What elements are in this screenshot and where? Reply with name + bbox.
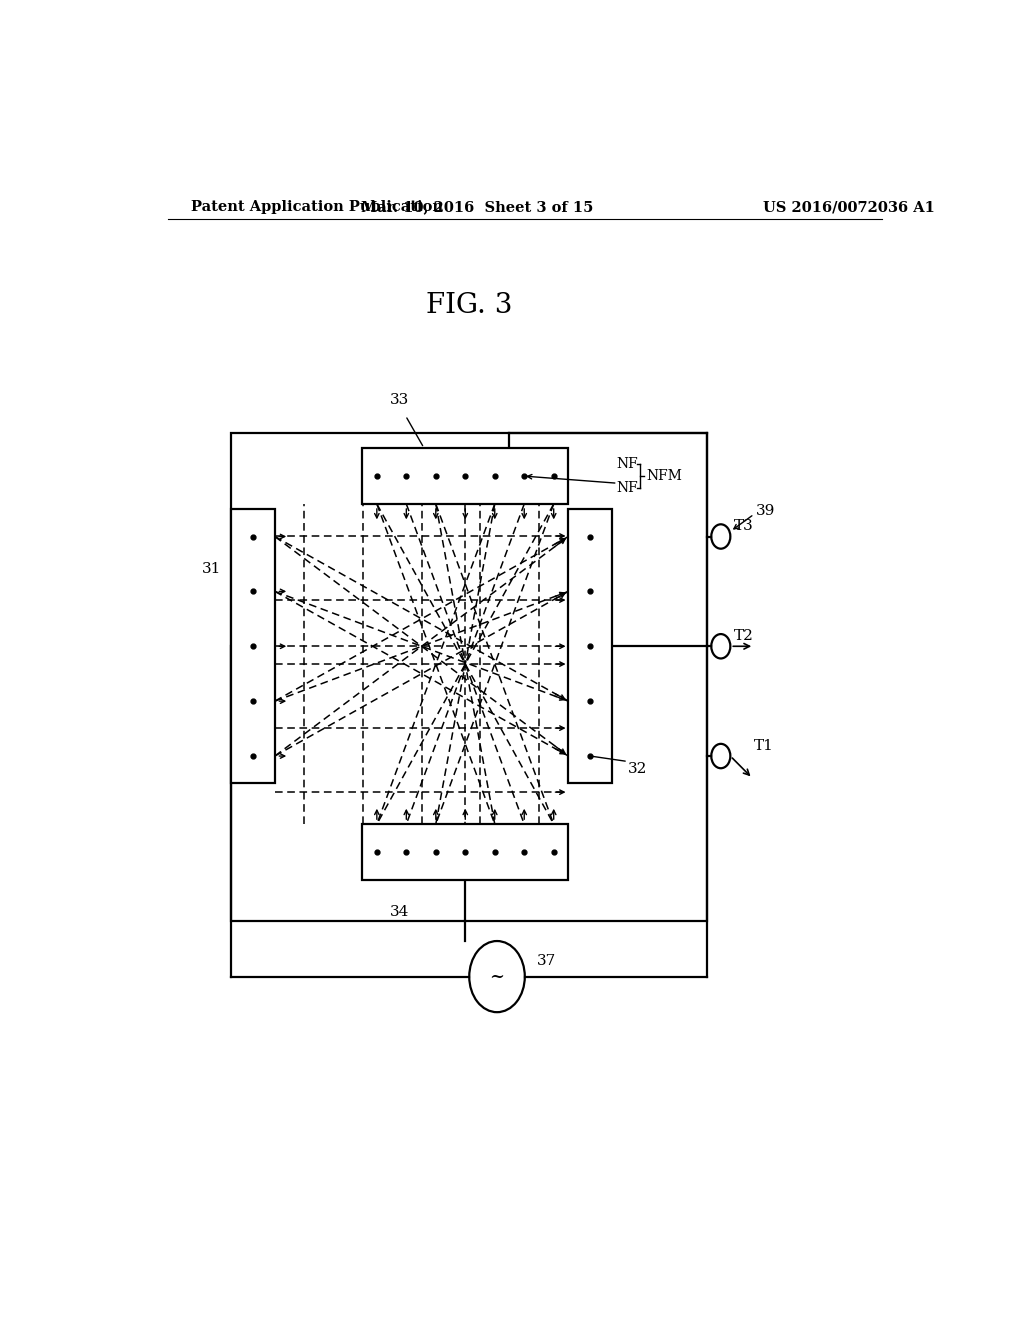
Text: 31: 31: [203, 562, 221, 577]
Text: 39: 39: [756, 504, 775, 519]
Bar: [231, 433, 708, 921]
Text: NF: NF: [616, 457, 638, 471]
Bar: [231, 510, 274, 784]
Text: 32: 32: [628, 762, 647, 776]
Text: Patent Application Publication: Patent Application Publication: [191, 201, 443, 214]
Text: US 2016/0072036 A1: US 2016/0072036 A1: [763, 201, 935, 214]
Text: T1: T1: [754, 739, 774, 752]
Text: NF: NF: [616, 482, 638, 495]
Text: ~: ~: [489, 968, 505, 986]
Text: NFM: NFM: [646, 469, 682, 483]
Text: 37: 37: [537, 954, 556, 969]
Text: 33: 33: [389, 393, 409, 408]
Bar: [362, 824, 568, 880]
Bar: [362, 447, 568, 504]
Text: FIG. 3: FIG. 3: [426, 292, 512, 319]
Text: 34: 34: [389, 906, 409, 920]
Bar: [568, 510, 612, 784]
Text: T2: T2: [734, 630, 755, 643]
Text: Mar. 10, 2016  Sheet 3 of 15: Mar. 10, 2016 Sheet 3 of 15: [361, 201, 593, 214]
Text: T3: T3: [734, 520, 754, 533]
